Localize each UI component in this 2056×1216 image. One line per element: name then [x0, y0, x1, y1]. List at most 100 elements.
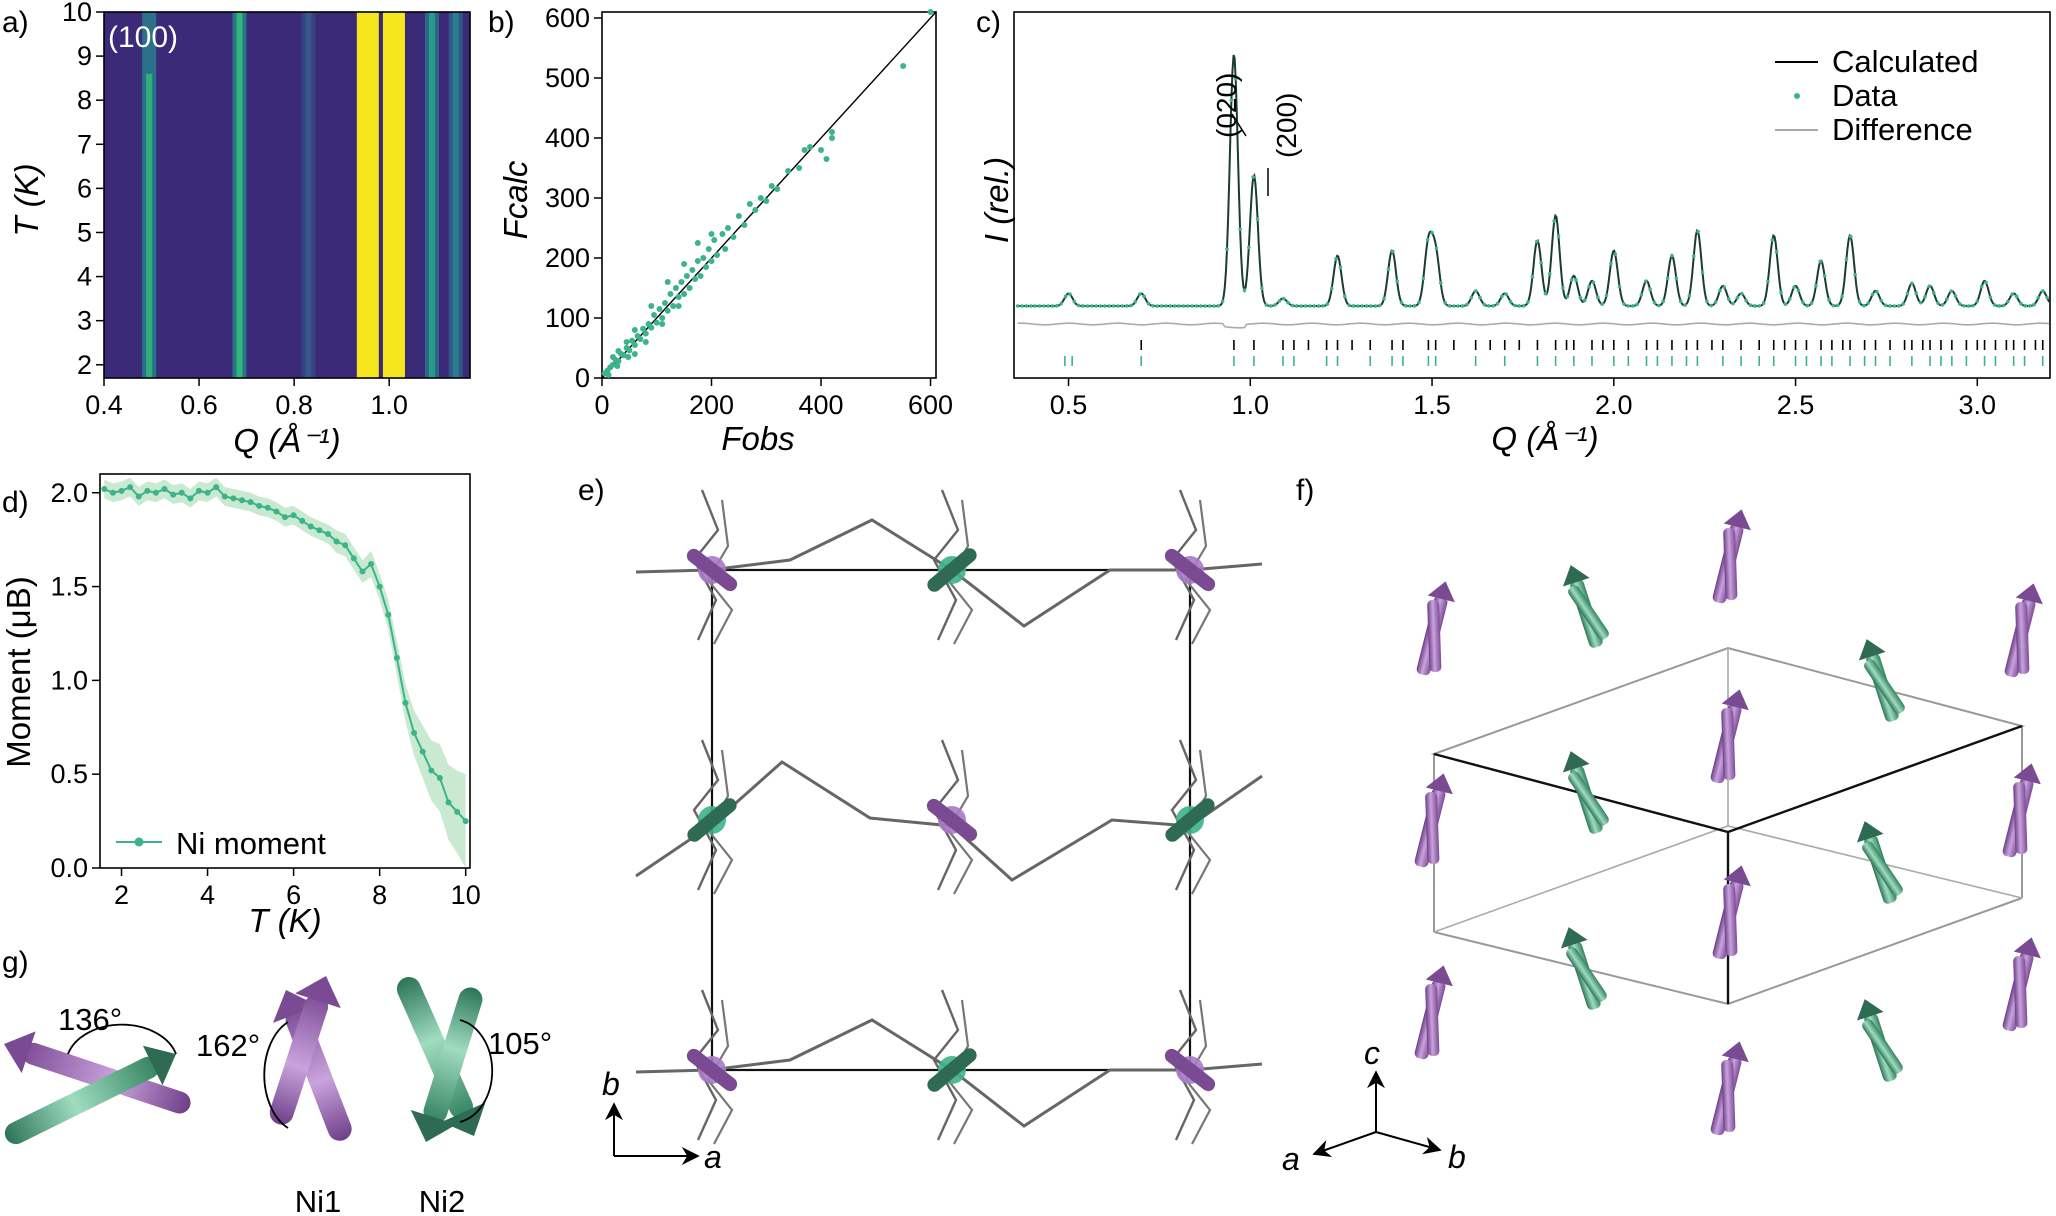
heatmap-x-ticks: 0.4 0.6 0.8 1.0 [85, 378, 408, 420]
moment-arrow-6 [686, 1048, 738, 1092]
scatter-point-5 [615, 358, 622, 365]
spin-arrow-3d-p2 [1414, 965, 1453, 1060]
data-point-225 [1997, 304, 2001, 308]
moment-point-3 [127, 484, 134, 491]
data-point-69 [1316, 304, 1321, 308]
panel-c-label: c) [976, 6, 1001, 39]
heatmap-x-tick-label-3: 1.0 [370, 390, 408, 420]
data-point-30 [1146, 301, 1151, 306]
moment-y-tick-label-1: 0.5 [50, 759, 88, 789]
scatter-point-33 [692, 276, 699, 282]
spin-arrow-partner-p5 [1723, 883, 1738, 957]
data-point-192 [1853, 272, 1857, 277]
data-point-134 [1600, 302, 1604, 307]
moment-point-28 [342, 542, 349, 549]
legend-data-label: Data [1832, 78, 1898, 113]
moment-point-26 [325, 531, 332, 538]
spin-arrows-projection [686, 548, 1216, 1092]
data-point-76 [1347, 303, 1351, 308]
pattern-x-tick-label-0: 0.5 [1050, 390, 1088, 420]
data-point-177 [1787, 297, 1792, 301]
panel-a-label: a) [2, 6, 29, 39]
data-point-185 [1822, 274, 1827, 278]
spin-arrow-head-p4 [1721, 689, 1749, 711]
pattern-x-tick-label-5: 3.0 [1959, 390, 1997, 420]
heatmap-x-axis-label: Q (Å⁻¹) [233, 422, 340, 459]
data-point-106 [1478, 295, 1482, 300]
moment-x-axis-label: T (K) [248, 902, 321, 939]
moment-legend: Ni moment [116, 826, 326, 861]
data-point-223 [1988, 295, 1993, 300]
data-point-152 [1678, 299, 1683, 304]
data-point-1 [1020, 304, 1024, 308]
moment-arrow-5 [1165, 798, 1215, 842]
data-point-56 [1260, 286, 1264, 291]
heatmap-annotation: (100) [108, 21, 178, 54]
data-point-184 [1818, 259, 1823, 264]
scatter-point-32 [689, 267, 696, 273]
ligand-0-1 [932, 489, 960, 641]
data-point-186 [1827, 298, 1831, 302]
moment-y-ticks: 0.0 0.5 1.0 1.5 2.0 [50, 478, 100, 883]
scatter-point-44 [724, 225, 731, 231]
moment-point-2 [118, 487, 125, 494]
panel-f-label: f) [1296, 474, 1314, 507]
data-point-128 [1574, 278, 1578, 282]
spin-arrow-head-p1 [1425, 773, 1453, 795]
data-point-14 [1076, 303, 1081, 308]
data-point-235 [2040, 289, 2045, 293]
pattern-x-axis-label: Q (Å⁻¹) [1491, 420, 1598, 457]
data-point-127 [1569, 278, 1574, 282]
moment-point-9 [178, 489, 185, 496]
scatter-point-64 [615, 348, 622, 354]
data-point-28 [1137, 292, 1142, 297]
data-point-222 [1984, 280, 1988, 285]
spin-arrow-head-g5 [1856, 999, 1884, 1021]
data-point-145 [1648, 287, 1652, 292]
data-point-182 [1809, 301, 1814, 306]
data-point-72 [1329, 286, 1334, 291]
moment-arrow-4 [926, 798, 978, 842]
moment-point-27 [333, 538, 340, 545]
scatter-point-51 [763, 198, 770, 204]
scatter-point-72 [642, 339, 649, 345]
scatter-plot-area [601, 9, 937, 379]
spin-arrow-partner-g2 [1566, 947, 1607, 1002]
data-point-188 [1835, 303, 1840, 308]
data-point-67 [1308, 304, 1312, 308]
data-point-191 [1848, 234, 1853, 239]
spin-arrow-3d-p9 [1710, 1041, 1749, 1136]
data-point-116 [1521, 304, 1526, 308]
data-point-232 [2027, 304, 2032, 308]
data-point-109 [1491, 304, 1495, 308]
data-point-148 [1661, 299, 1666, 304]
a3d-axis-arrow [1312, 1131, 1377, 1158]
scatter-y-tick-label-3: 300 [545, 183, 590, 213]
data-point-221 [1979, 284, 1984, 289]
moment-arrow-3 [687, 798, 737, 842]
legend-difference-label: Difference [1832, 112, 1973, 147]
data-point-101 [1456, 304, 1461, 308]
data-point-157 [1700, 270, 1705, 275]
scatter-point-26 [672, 285, 679, 291]
scatter-point-21 [659, 315, 666, 321]
data-point-7 [1046, 304, 1050, 308]
pattern-legend: Calculated Data Difference [1775, 44, 1978, 147]
spin-arrow-partner-g1 [1568, 771, 1609, 826]
pattern-x-tick-label-3: 2.0 [1595, 390, 1633, 420]
scatter-point-18 [651, 312, 658, 318]
moment-legend-swatch-marker [134, 837, 144, 847]
heatmap-frame [103, 11, 471, 379]
scatter-point-19 [653, 319, 660, 326]
scatter-point-25 [670, 303, 677, 309]
panel-c: c) 0.5 1.0 1.5 2.0 2.5 3.0 Q (Å⁻¹) I (rel.) C… [976, 6, 2051, 457]
scatter-y-axis-label: Fcalc [497, 160, 534, 239]
heatmap-band-5 [428, 12, 435, 378]
data-point-111 [1500, 294, 1504, 299]
data-point-140 [1626, 304, 1631, 308]
spin-arrow-head-p7 [2013, 763, 2041, 785]
scatter-point-28 [678, 279, 685, 285]
data-point-168 [1748, 303, 1753, 308]
data-point-227 [2006, 299, 2010, 304]
